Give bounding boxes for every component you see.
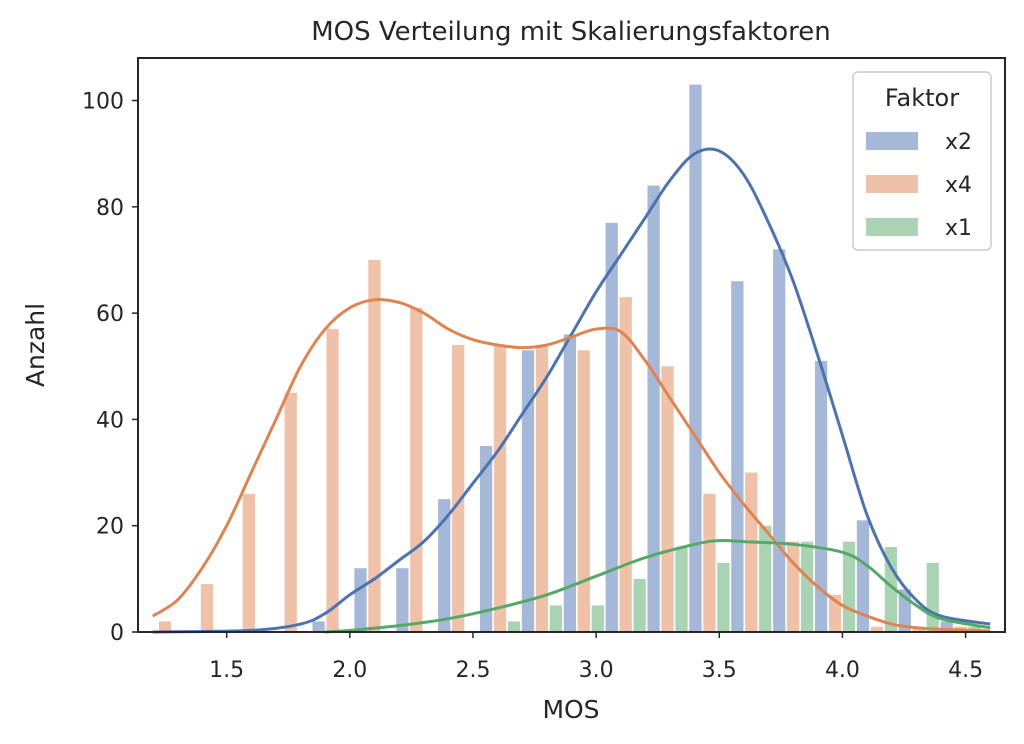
- legend-box: [852, 71, 992, 251]
- bar-x4: [787, 541, 800, 632]
- bar-x4: [326, 329, 339, 632]
- kde-layer: [151, 147, 991, 634]
- bar-x4: [368, 259, 381, 632]
- legend-label-x1: x1: [945, 216, 972, 241]
- bar-x4: [200, 584, 214, 632]
- bar-x1: [926, 562, 939, 632]
- y-tick-label: 0: [110, 621, 124, 646]
- plot-frame: [137, 57, 1006, 633]
- bar-x4: [158, 621, 172, 632]
- bars-layer: [158, 84, 981, 632]
- bar-x2: [940, 621, 953, 632]
- bar-x2: [396, 568, 409, 632]
- bar-x1: [717, 562, 730, 632]
- y-tick-label: 20: [96, 515, 124, 540]
- bar-x2: [354, 568, 367, 632]
- bar-x4: [661, 366, 674, 632]
- bar-series-x2: [312, 84, 953, 632]
- bar-x4: [410, 307, 423, 632]
- x-tick-label: 2.5: [455, 658, 490, 683]
- x-tick-label: 3.0: [579, 658, 614, 683]
- bar-x1: [633, 578, 646, 632]
- bar-x2: [814, 360, 828, 632]
- bar-series-x4: [158, 259, 967, 632]
- legend-label-x2: x2: [945, 130, 972, 155]
- x-tick-label: 4.5: [948, 658, 983, 683]
- x-tick-label: 1.5: [209, 658, 244, 683]
- y-tick-label: 100: [82, 90, 124, 115]
- bar-x1: [507, 621, 521, 632]
- y-tick-label: 80: [96, 196, 124, 221]
- bar-x4: [284, 392, 297, 632]
- bar-x2: [856, 520, 870, 632]
- kde-line-x4: [151, 298, 991, 633]
- legend-swatch-x1: [866, 218, 918, 236]
- bar-x2: [312, 621, 325, 632]
- legend-title: Faktor: [885, 84, 959, 112]
- x-tick-label: 2.0: [332, 658, 367, 683]
- x-axis-label: MOS: [542, 695, 599, 724]
- bar-x2: [521, 350, 535, 632]
- bar-x4: [577, 350, 590, 632]
- bar-x2: [731, 281, 744, 632]
- ticks-layer: 1.5 2.0 2.5 3.0 3.5 4.0 4.5 0 20 40 60 80 100: [82, 90, 983, 683]
- kde-line-x1: [325, 538, 991, 634]
- bar-x2: [647, 185, 660, 632]
- bar-x4: [703, 493, 716, 632]
- bar-x2: [479, 445, 493, 632]
- bar-x1: [591, 605, 604, 632]
- y-axis-label: Anzahl: [21, 303, 50, 387]
- bar-x2: [563, 334, 576, 632]
- legend: Faktor x2 x4 x1: [852, 71, 992, 251]
- kde-line-x2: [152, 147, 991, 634]
- bar-x4: [745, 472, 758, 632]
- y-tick-label: 60: [96, 302, 124, 327]
- legend-swatch-x2: [866, 132, 918, 150]
- legend-swatch-x4: [866, 175, 918, 193]
- bar-x2: [438, 499, 451, 632]
- chart-title: MOS Verteilung mit Skalierungsfaktoren: [311, 17, 831, 47]
- bar-x1: [759, 525, 772, 632]
- bar-x4: [493, 345, 507, 632]
- y-tick-label: 40: [96, 408, 124, 433]
- bar-x4: [870, 626, 884, 632]
- legend-label-x4: x4: [945, 173, 972, 198]
- bar-x4: [452, 345, 465, 632]
- bar-x1: [549, 605, 563, 632]
- bar-x4: [242, 493, 255, 632]
- bar-x1: [675, 546, 688, 632]
- bar-x2: [689, 84, 702, 632]
- legend-items: x2 x4 x1: [866, 130, 972, 241]
- bar-x4: [619, 297, 632, 632]
- bar-x1: [800, 541, 814, 632]
- x-tick-label: 4.0: [825, 658, 860, 683]
- x-tick-label: 3.5: [702, 658, 737, 683]
- bar-x4: [535, 345, 549, 632]
- bar-x1: [884, 546, 898, 632]
- bar-x2: [605, 222, 618, 632]
- bar-x2: [773, 249, 786, 632]
- bar-series-x1: [507, 525, 981, 632]
